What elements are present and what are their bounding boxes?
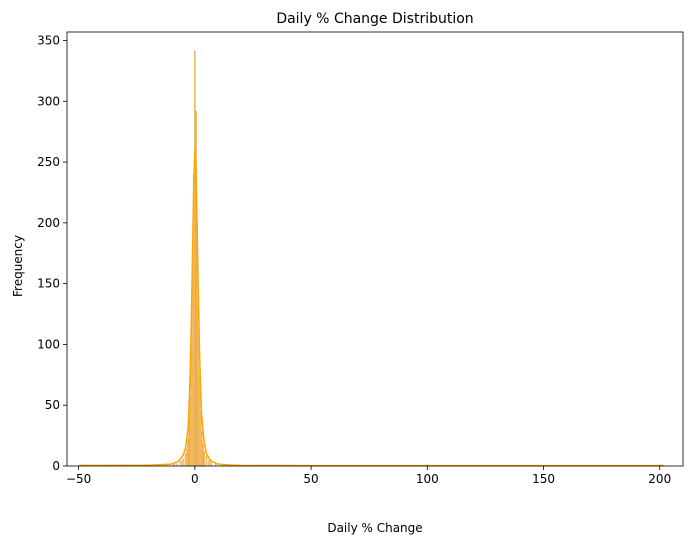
x-tick-label: 200 bbox=[648, 472, 671, 486]
histogram-bar bbox=[205, 456, 208, 467]
y-tick-label: 50 bbox=[45, 398, 60, 412]
y-tick-label: 200 bbox=[37, 216, 60, 230]
x-axis-ticks: −50 0 50 100 150 200 bbox=[66, 466, 671, 486]
y-axis-ticks: 0 50 100 150 200 250 300 350 bbox=[37, 34, 67, 473]
y-tick-label: 150 bbox=[37, 277, 60, 291]
y-axis-label: Frequency bbox=[11, 235, 25, 297]
y-tick-label: 250 bbox=[37, 155, 60, 169]
x-tick-label: 50 bbox=[303, 472, 318, 486]
histogram-bar bbox=[208, 459, 210, 467]
chart-title: Daily % Change Distribution bbox=[276, 11, 473, 27]
x-tick-label: −50 bbox=[66, 472, 91, 486]
y-tick-label: 300 bbox=[37, 94, 60, 108]
x-tick-label: 100 bbox=[416, 472, 439, 486]
histogram-bar bbox=[203, 451, 205, 467]
histogram-bars bbox=[166, 51, 661, 467]
axes bbox=[66, 31, 684, 467]
y-tick-label: 350 bbox=[37, 34, 60, 48]
y-tick-label: 0 bbox=[52, 459, 60, 473]
histogram-bar bbox=[182, 458, 185, 467]
x-axis-label: Daily % Change bbox=[327, 521, 422, 535]
histogram-bar bbox=[180, 460, 182, 467]
histogram-bar bbox=[210, 462, 212, 467]
kde-line bbox=[78, 149, 665, 467]
plot-frame bbox=[66, 31, 684, 467]
x-tick-label: 0 bbox=[191, 472, 199, 486]
x-tick-label: 150 bbox=[532, 472, 555, 486]
y-tick-label: 100 bbox=[37, 337, 60, 351]
